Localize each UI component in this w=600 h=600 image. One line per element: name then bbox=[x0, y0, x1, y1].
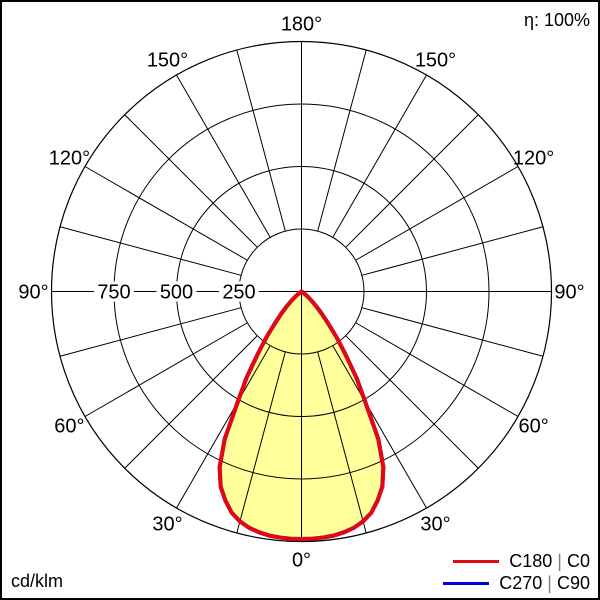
grid-spoke-165 bbox=[236, 49, 286, 232]
angle-tick-label-180-right: 180° bbox=[281, 14, 322, 36]
legend-item-c270-c90: C270 | C90 bbox=[443, 573, 590, 593]
r-tick-gap-750 bbox=[94, 281, 134, 302]
grid-spoke-75 bbox=[361, 307, 544, 357]
angle-tick-label-150-right: 150° bbox=[415, 49, 456, 71]
angle-tick-label-150-left: 150° bbox=[147, 49, 188, 71]
legend-line-blue-icon bbox=[443, 581, 490, 585]
grid-spoke-30 bbox=[332, 345, 427, 509]
angle-tick-label-30-right: 30° bbox=[420, 514, 450, 536]
angle-tick-label-60-right: 60° bbox=[518, 416, 548, 438]
grid-spoke-135 bbox=[124, 114, 258, 248]
grid-spoke-120 bbox=[355, 166, 519, 261]
grid-spoke-15 bbox=[236, 351, 286, 534]
legend-item-c180-c0: C180 | C0 bbox=[443, 551, 590, 571]
legend-label-c180-c0: C180 | C0 bbox=[509, 551, 590, 571]
grid-spoke-165 bbox=[317, 49, 367, 232]
angle-tick-label-120-left: 120° bbox=[49, 148, 90, 170]
angle-tick-label-0-right: 0° bbox=[292, 550, 311, 572]
r-tick-label-500: 500 bbox=[160, 282, 193, 304]
grid-spoke-45 bbox=[345, 335, 479, 469]
r-tick-gap-250 bbox=[219, 281, 259, 302]
grid-spoke-75 bbox=[59, 307, 242, 357]
unit-label: cd/klm bbox=[11, 571, 64, 591]
grid-spoke-150 bbox=[332, 74, 427, 238]
legend-line-red-icon bbox=[453, 559, 500, 563]
grid-spoke-105 bbox=[361, 226, 544, 276]
angle-tick-label-60-left: 60° bbox=[54, 416, 84, 438]
angle-tick-label-90-left: 90° bbox=[18, 282, 48, 304]
grid-spoke-45 bbox=[124, 335, 258, 469]
angle-tick-label-90-right: 90° bbox=[554, 282, 584, 304]
grid-spoke-150 bbox=[176, 74, 271, 238]
legend: C180 | C0 C270 | C90 bbox=[443, 551, 590, 593]
grid-spoke-60 bbox=[84, 322, 248, 417]
series-curve-c180-c0 bbox=[217, 289, 386, 541]
r-tick-label-750: 750 bbox=[97, 282, 130, 304]
r-tick-gap-500 bbox=[156, 281, 197, 302]
legend-label-c270-c90: C270 | C90 bbox=[499, 573, 590, 593]
grid-spoke-105 bbox=[59, 226, 242, 276]
angle-tick-label-30-left: 30° bbox=[152, 514, 182, 536]
grid-spoke-15 bbox=[317, 351, 367, 534]
r-tick-label-250: 250 bbox=[222, 282, 255, 304]
grid-spoke-135 bbox=[345, 114, 479, 248]
efficiency-label: η: 100% bbox=[523, 10, 590, 30]
grid-spoke-60 bbox=[355, 322, 519, 417]
angle-tick-label-120-right: 120° bbox=[513, 148, 554, 170]
grid-spoke-120 bbox=[84, 166, 248, 261]
grid-spoke-30 bbox=[176, 345, 271, 509]
